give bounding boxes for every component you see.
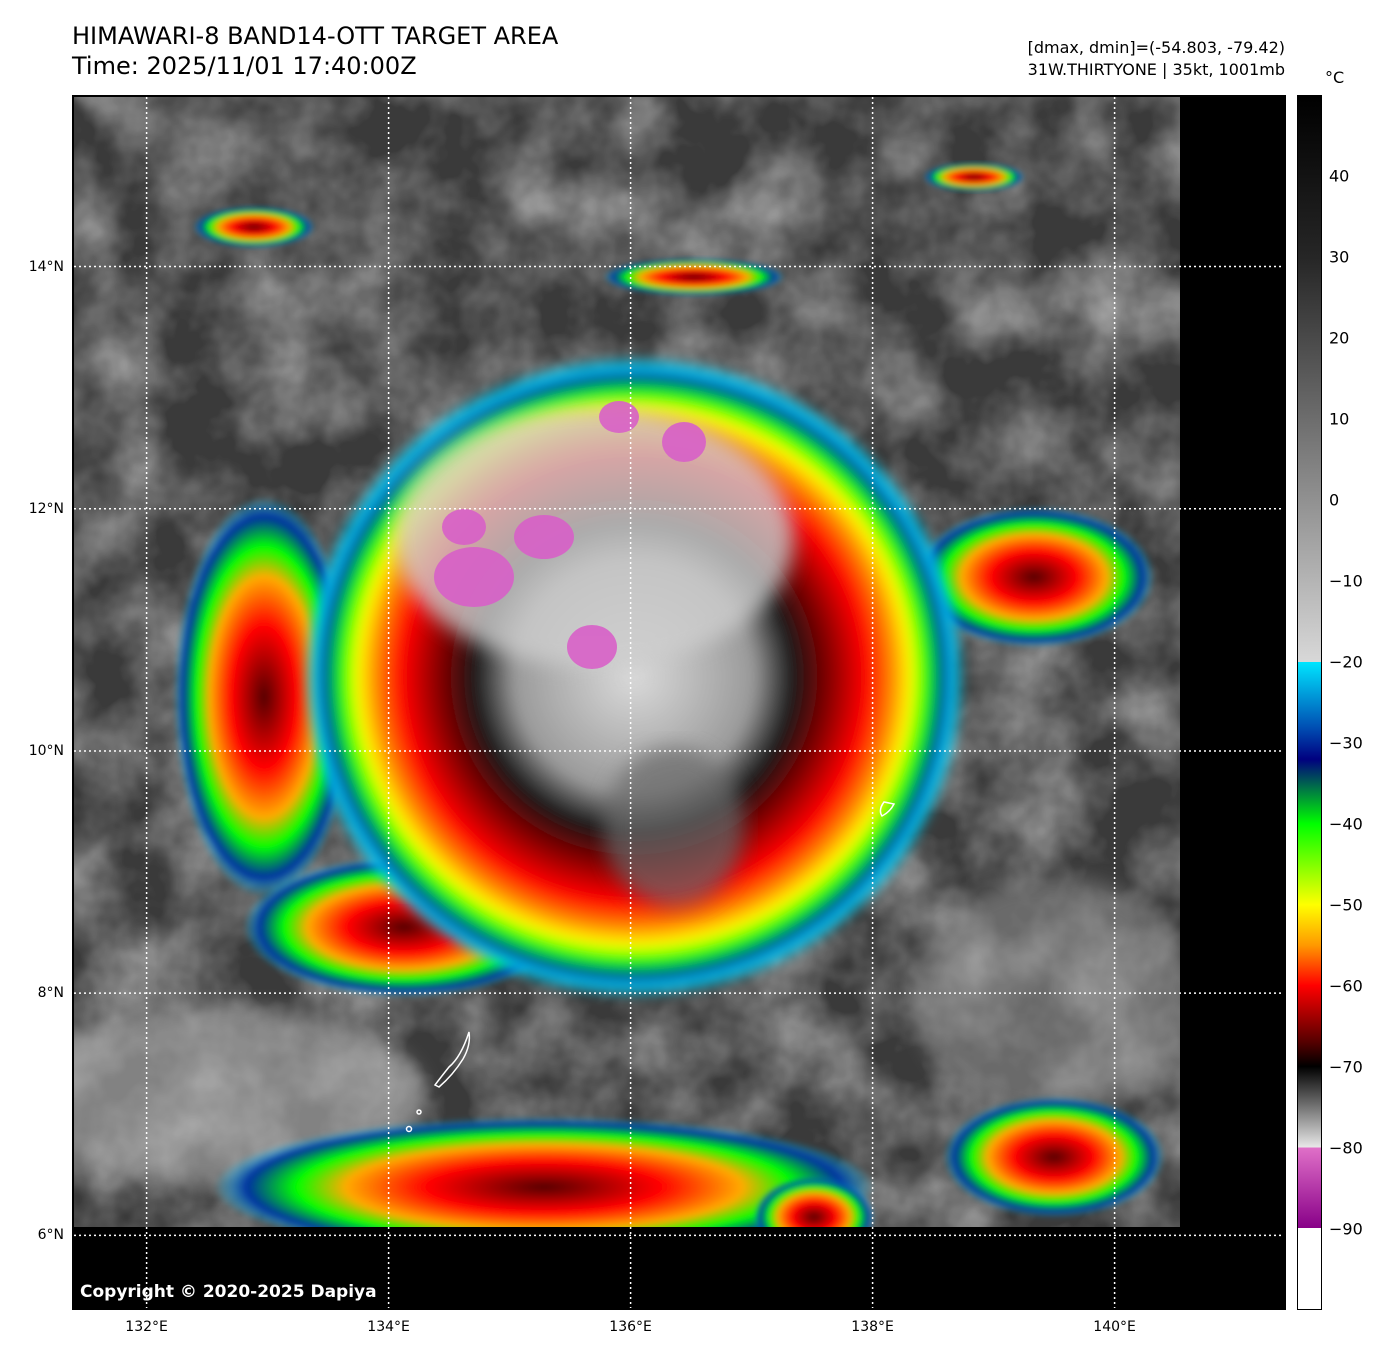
colorbar-unit: °C <box>1325 68 1345 87</box>
colorbar-tick-label: −50 <box>1329 895 1363 915</box>
copyright-text: Copyright © 2020-2025 Dapiya <box>80 1282 377 1302</box>
colorbar-tick-label: −10 <box>1329 571 1363 591</box>
overshooting-tops <box>434 401 706 669</box>
colorbar-tick-label: 10 <box>1329 409 1350 429</box>
chart-title: HIMAWARI-8 BAND14-OTT TARGET AREA <box>72 22 559 50</box>
storm-info: 31W.THIRTYONE | 35kt, 1001mb <box>1027 60 1285 79</box>
latitude-label: 12°N <box>28 500 64 517</box>
lat-lon-gridlines <box>74 97 1284 1308</box>
latitude-label: 14°N <box>28 258 64 275</box>
colorbar-tick-label: −30 <box>1329 733 1363 753</box>
longitude-label: 138°E <box>851 1319 894 1335</box>
latitude-label: 10°N <box>28 742 64 759</box>
no-data-south <box>74 1227 1284 1308</box>
no-data-east <box>1180 97 1284 1308</box>
longitude-label: 140°E <box>1093 1319 1136 1335</box>
colorbar-tick-label: 30 <box>1329 247 1350 267</box>
colorbar-tick-label: 40 <box>1329 166 1350 186</box>
colorbar-tick-label: 0 <box>1329 490 1340 510</box>
longitude-label: 134°E <box>367 1319 410 1335</box>
satellite-map: Copyright © 2020-2025 Dapiya <box>72 95 1286 1310</box>
latitude-label: 8°N <box>37 985 64 1002</box>
satellite-imagery <box>74 97 1284 1308</box>
colorbar-tick-label: −90 <box>1329 1219 1363 1239</box>
colorbar-tick-label: −70 <box>1329 1057 1363 1077</box>
longitude-label: 132°E <box>125 1319 168 1335</box>
coastlines <box>405 801 896 1133</box>
colorbar-tick-label: 20 <box>1329 328 1350 348</box>
latitude-label: 6°N <box>37 1227 64 1244</box>
colorbar-tick-label: −20 <box>1329 652 1363 672</box>
colorbar-tick-label: −40 <box>1329 814 1363 834</box>
western-rainband <box>174 497 354 897</box>
dmax-dmin-readout: [dmax, dmin]=(-54.803, -79.42) <box>1027 38 1285 57</box>
colorbar <box>1297 95 1322 1310</box>
longitude-label: 136°E <box>609 1319 652 1335</box>
colorbar-tick-label: −60 <box>1329 976 1363 996</box>
timestamp-title: Time: 2025/11/01 17:40:00Z <box>72 52 417 80</box>
colorbar-tick-label: −80 <box>1329 1138 1363 1158</box>
southern-rainband <box>214 1117 874 1257</box>
